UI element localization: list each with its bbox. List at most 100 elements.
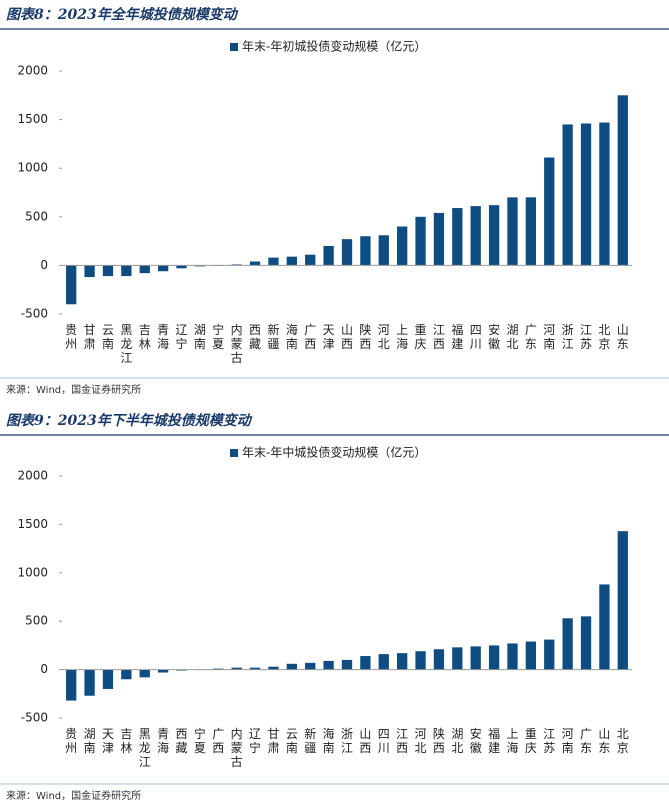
bar	[433, 212, 445, 266]
legend-label: 年末-年初城投债变动规模（亿元）	[242, 39, 426, 54]
bar	[305, 662, 316, 670]
bar	[286, 663, 297, 670]
x-tick-label: 江苏	[580, 323, 592, 351]
x-tick-label: 天津	[102, 727, 114, 755]
x-tick-label: 安徽	[488, 322, 500, 351]
x-tick-label: 上海	[396, 323, 408, 351]
bar	[599, 584, 610, 670]
y-tick-label: 2000	[17, 469, 48, 483]
bar	[121, 265, 132, 277]
bar	[452, 647, 463, 670]
bar	[286, 256, 297, 266]
x-tick-label: 湖北	[506, 322, 518, 351]
x-tick-label: 江西	[396, 727, 408, 755]
bar	[562, 618, 573, 670]
x-tick-label: 新疆	[304, 726, 316, 755]
bar	[323, 245, 334, 266]
x-tick-label: 天津	[323, 323, 335, 351]
x-tick-label: 陕西	[359, 322, 371, 351]
x-tick-label: 广东	[525, 323, 537, 351]
chart-title: 图表9：2023年下半年城投债规模变动	[6, 412, 253, 429]
bar	[580, 616, 592, 670]
x-tick-label: 甘肃	[267, 727, 279, 755]
bar	[452, 208, 463, 266]
bar	[397, 226, 408, 266]
x-tick-label: 湖北	[451, 726, 463, 755]
bar	[305, 254, 316, 266]
x-tick-label: 北京	[598, 323, 610, 351]
x-tick-label: 海南	[286, 322, 298, 351]
x-tick-label: 贵州	[65, 727, 77, 755]
y-tick-label: -500	[21, 307, 48, 321]
x-tick-label: 云南	[102, 323, 114, 351]
x-tick-label: 湖南	[84, 726, 96, 755]
bar	[139, 669, 150, 678]
bar	[360, 236, 371, 266]
legend-label: 年末-年中城投债变动规模（亿元）	[242, 445, 426, 460]
bar	[470, 206, 481, 266]
x-tick-label: 重庆	[525, 727, 537, 755]
bar	[268, 257, 279, 266]
x-tick-label: 河南	[562, 727, 574, 755]
bar	[544, 639, 555, 670]
y-tick-label: 0	[40, 662, 48, 676]
x-tick-label: 北京	[617, 727, 629, 755]
x-tick-label: 江西	[433, 323, 445, 351]
x-tick-label: 黑龙江	[139, 727, 151, 769]
x-tick-label: 安徽	[470, 726, 482, 755]
bar	[341, 239, 353, 266]
legend-swatch	[230, 449, 238, 457]
source: 来源：Wind，国金证券研究所	[6, 789, 141, 802]
x-tick-label: 辽宁	[176, 323, 188, 351]
x-tick-label: 广西	[212, 727, 224, 755]
y-tick-label: 1500	[17, 112, 48, 126]
bar	[599, 122, 610, 266]
y-tick-label: 500	[25, 614, 48, 628]
x-tick-label: 山东	[617, 323, 629, 351]
x-tick-label: 上海	[506, 727, 518, 755]
x-tick-label: 西藏	[176, 727, 188, 755]
x-tick-label: 海南	[323, 726, 335, 755]
y-tick-label: 0	[40, 258, 48, 272]
bar	[360, 656, 371, 670]
bar	[268, 666, 279, 670]
x-tick-label: 甘肃	[84, 323, 96, 351]
x-tick-label: 贵州	[65, 323, 77, 351]
bar	[249, 261, 261, 266]
x-tick-label: 吉林	[120, 727, 132, 755]
x-tick-label: 河北	[415, 727, 427, 755]
legend-swatch	[230, 43, 238, 51]
x-tick-label: 宁夏	[212, 322, 224, 351]
bar	[470, 646, 481, 670]
bar	[525, 197, 537, 266]
x-tick-label: 浙江	[341, 727, 353, 755]
bar	[488, 205, 500, 266]
x-tick-label: 陕西	[433, 726, 445, 755]
bar	[378, 654, 389, 670]
x-tick-label: 山西	[341, 323, 353, 351]
x-tick-label: 四川	[378, 727, 390, 755]
bar	[507, 197, 518, 266]
bar	[231, 667, 242, 670]
bar	[102, 265, 114, 277]
x-tick-label: 江苏	[543, 727, 555, 755]
x-tick-label: 黑龙江	[120, 323, 132, 365]
bar	[544, 157, 555, 266]
x-tick-label: 青海	[157, 727, 169, 755]
bar	[507, 643, 518, 670]
bar	[580, 123, 592, 266]
bar	[415, 216, 426, 266]
y-tick-label: 2000	[17, 64, 48, 78]
y-tick-label: 1000	[17, 161, 48, 175]
y-tick-label: 500	[25, 209, 48, 223]
bar	[488, 645, 500, 670]
x-tick-label: 山西	[359, 727, 371, 755]
x-tick-label: 湖南	[194, 322, 206, 351]
source: 来源：Wind，国金证券研究所	[6, 383, 141, 396]
bar	[378, 235, 389, 266]
bar	[84, 265, 95, 278]
bar	[397, 653, 408, 670]
bar	[341, 659, 353, 670]
bar	[121, 669, 132, 680]
